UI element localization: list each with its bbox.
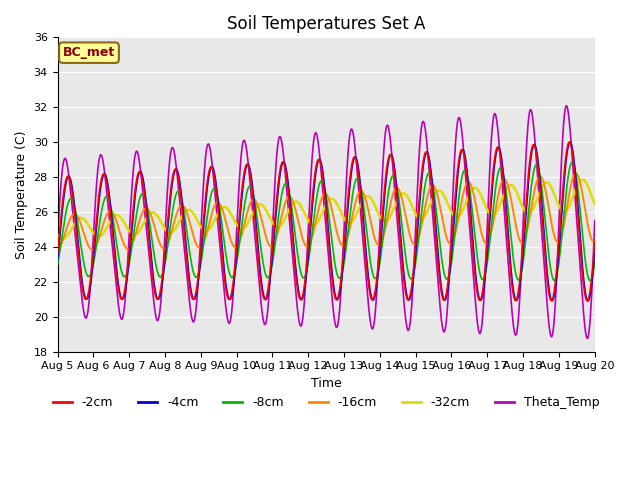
Line: -4cm: -4cm xyxy=(58,142,595,301)
Theta_Temp xyxy=(173,170,181,176)
-4cm xyxy=(527,155,535,160)
Theta_Temp xyxy=(527,107,535,113)
Theta_Temp xyxy=(479,302,487,308)
-8cm xyxy=(233,257,241,263)
Theta_Temp xyxy=(584,336,591,341)
X-axis label: Time: Time xyxy=(311,377,342,390)
Theta_Temp xyxy=(54,235,61,241)
-32cm xyxy=(59,236,67,241)
-2cm xyxy=(410,269,417,275)
-32cm xyxy=(410,207,417,213)
-4cm xyxy=(410,276,417,282)
Theta_Temp xyxy=(233,219,241,225)
Theta_Temp xyxy=(591,218,598,224)
-16cm xyxy=(572,170,580,176)
-2cm xyxy=(54,251,61,256)
-32cm xyxy=(54,232,61,238)
-8cm xyxy=(527,187,535,192)
Line: -32cm: -32cm xyxy=(58,180,595,239)
-16cm xyxy=(410,241,417,247)
Theta_Temp xyxy=(563,103,570,108)
-2cm xyxy=(566,139,573,145)
-4cm xyxy=(173,167,181,173)
-4cm xyxy=(591,247,598,253)
-16cm xyxy=(479,237,487,243)
Title: Soil Temperatures Set A: Soil Temperatures Set A xyxy=(227,15,426,33)
-32cm xyxy=(579,177,586,182)
Line: Theta_Temp: Theta_Temp xyxy=(58,106,595,338)
-8cm xyxy=(479,276,487,282)
-8cm xyxy=(410,272,417,277)
-2cm xyxy=(233,240,241,246)
-8cm xyxy=(591,259,598,265)
-8cm xyxy=(586,278,594,284)
-4cm xyxy=(54,258,61,264)
-16cm xyxy=(54,247,61,253)
-32cm xyxy=(234,223,241,229)
-4cm xyxy=(233,249,241,254)
-4cm xyxy=(566,139,574,145)
-32cm xyxy=(591,201,598,206)
-16cm xyxy=(591,238,598,244)
-2cm xyxy=(479,282,487,288)
-2cm xyxy=(591,238,598,243)
Theta_Temp xyxy=(410,275,417,281)
-4cm xyxy=(160,266,168,272)
-32cm xyxy=(527,209,535,215)
-16cm xyxy=(233,244,241,250)
Line: -2cm: -2cm xyxy=(58,142,595,301)
-8cm xyxy=(173,190,181,195)
Line: -8cm: -8cm xyxy=(58,162,595,281)
-4cm xyxy=(479,287,487,293)
Text: BC_met: BC_met xyxy=(63,46,115,59)
-2cm xyxy=(160,259,168,265)
-8cm xyxy=(54,262,61,267)
-16cm xyxy=(173,210,181,216)
-8cm xyxy=(160,266,168,272)
-8cm xyxy=(568,159,576,165)
-2cm xyxy=(584,298,591,304)
-32cm xyxy=(480,199,488,205)
-32cm xyxy=(161,225,168,230)
Y-axis label: Soil Temperature (C): Soil Temperature (C) xyxy=(15,130,28,259)
Legend: -2cm, -4cm, -8cm, -16cm, -32cm, Theta_Temp: -2cm, -4cm, -8cm, -16cm, -32cm, Theta_Te… xyxy=(48,391,604,414)
Line: -16cm: -16cm xyxy=(58,173,595,250)
-32cm xyxy=(173,222,181,228)
-16cm xyxy=(160,246,168,252)
-16cm xyxy=(527,207,535,213)
-4cm xyxy=(584,298,592,304)
-2cm xyxy=(173,169,181,175)
-2cm xyxy=(527,150,535,156)
Theta_Temp xyxy=(160,252,168,257)
